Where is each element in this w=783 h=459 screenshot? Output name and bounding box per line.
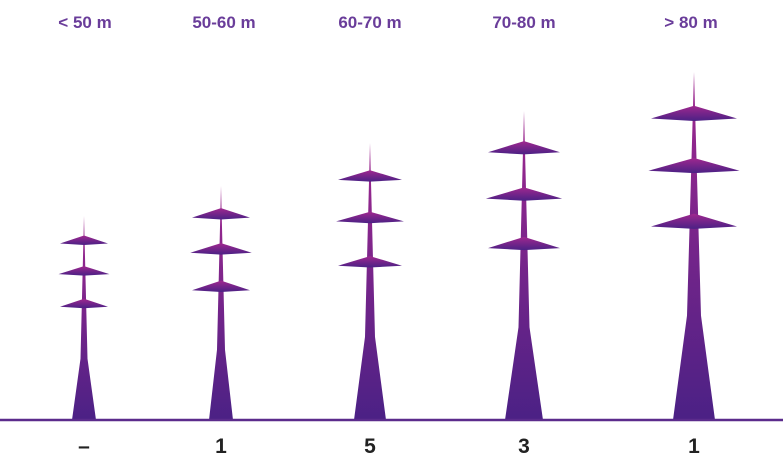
pylon bbox=[336, 143, 404, 420]
pylon-cross-arm bbox=[485, 187, 563, 201]
count-label: 1 bbox=[215, 435, 227, 458]
pylon-cross-arm bbox=[648, 157, 740, 174]
pylon-mast bbox=[354, 143, 386, 420]
count-label: 3 bbox=[518, 435, 530, 458]
pylon-mast bbox=[673, 72, 715, 420]
pylon-cross-arm bbox=[338, 170, 402, 182]
category-label: 70-80 m bbox=[492, 13, 555, 32]
count-label: 1 bbox=[688, 435, 700, 458]
pylon-mast bbox=[505, 111, 543, 420]
pylon bbox=[648, 72, 740, 420]
pylon-cross-arm bbox=[60, 235, 108, 245]
pylon-cross-arm bbox=[488, 141, 560, 155]
pylon bbox=[190, 186, 252, 420]
pylon-cross-arm bbox=[488, 236, 560, 251]
pylon-cross-arm bbox=[192, 208, 250, 220]
pylon-cross-arm bbox=[651, 213, 737, 229]
category-labels: < 50 m 50-60 m 60-70 m 70-80 m > 80 m bbox=[58, 13, 717, 32]
pylon-cross-arm bbox=[651, 105, 737, 121]
pylon-cross-arm bbox=[192, 280, 250, 293]
pylon bbox=[485, 111, 563, 420]
pylon-cross-arm bbox=[190, 243, 252, 255]
count-label: – bbox=[78, 435, 90, 458]
category-label: > 80 m bbox=[664, 13, 717, 32]
category-label: 50-60 m bbox=[192, 13, 255, 32]
category-label: 60-70 m bbox=[338, 13, 401, 32]
count-labels: – 1 5 3 1 bbox=[78, 435, 700, 458]
pylon-cross-arm bbox=[336, 211, 404, 224]
pylon bbox=[58, 216, 110, 420]
pylons bbox=[58, 72, 740, 420]
pylon-mast bbox=[209, 186, 233, 420]
count-label: 5 bbox=[364, 435, 376, 458]
pylon-cross-arm bbox=[58, 266, 110, 276]
pylon-mast bbox=[72, 216, 96, 420]
pylon-cross-arm bbox=[338, 256, 402, 268]
pylon-cross-arm bbox=[60, 298, 108, 309]
category-label: < 50 m bbox=[58, 13, 111, 32]
